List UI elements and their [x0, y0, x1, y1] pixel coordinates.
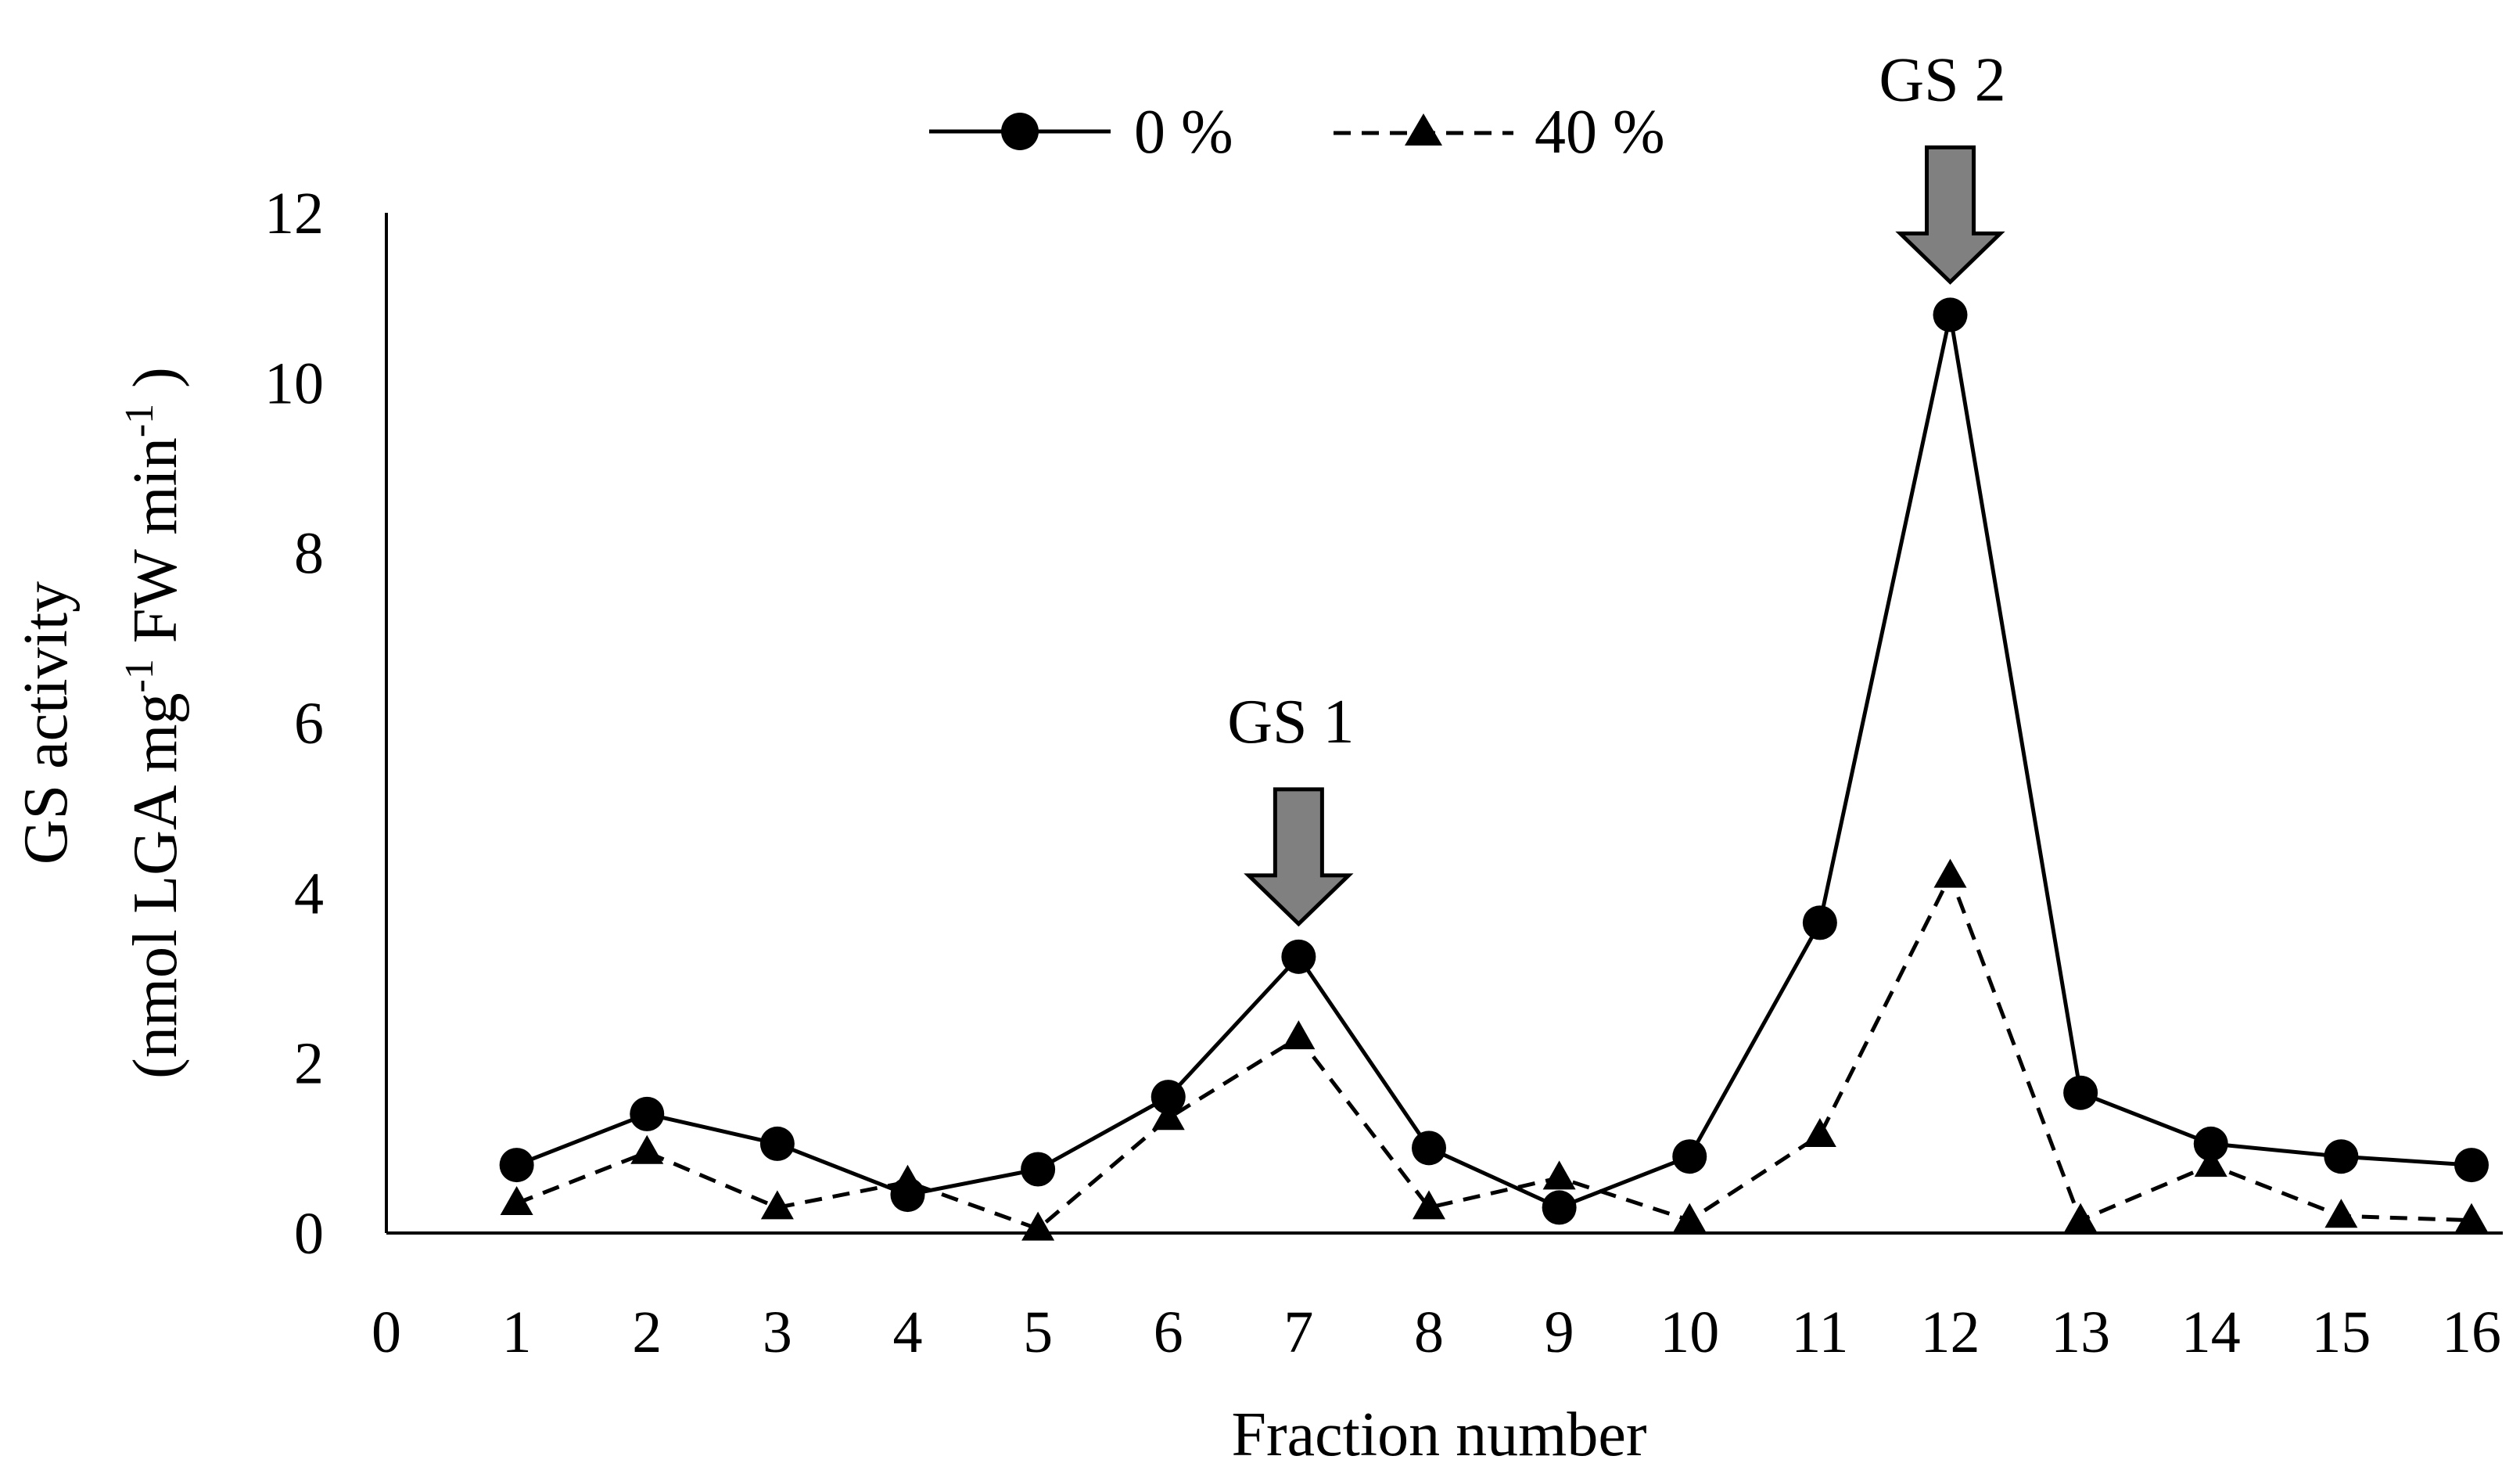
- data-point-circle: [1021, 1152, 1056, 1187]
- data-point-circle: [2193, 1126, 2228, 1161]
- data-point-circle: [2454, 1148, 2489, 1183]
- data-point-triangle: [500, 1185, 533, 1215]
- x-tick-label: 2: [632, 1300, 662, 1365]
- data-point-triangle: [2455, 1203, 2488, 1232]
- data-point-circle: [1412, 1131, 1446, 1166]
- data-point-triangle: [1542, 1160, 1576, 1190]
- data-point-circle: [499, 1148, 534, 1183]
- data-point-circle: [1151, 1080, 1186, 1115]
- data-point-circle: [1281, 939, 1316, 974]
- annotation-label-gs2: GS 2: [1879, 45, 2005, 114]
- data-point-triangle: [2324, 1199, 2358, 1228]
- data-point-circle: [1933, 297, 1968, 333]
- annotation-arrow-gs1: [1244, 787, 1354, 927]
- data-point-triangle: [1021, 1211, 1055, 1241]
- x-tick-label: 10: [1660, 1300, 1719, 1365]
- data-point-triangle: [1151, 1101, 1185, 1131]
- x-tick-label: 5: [1023, 1300, 1053, 1365]
- data-point-circle: [2324, 1139, 2359, 1174]
- data-point-triangle: [2194, 1148, 2227, 1177]
- y-tick-label: 12: [264, 181, 324, 246]
- x-tick-label: 4: [893, 1300, 923, 1365]
- y-axis-title: GS activity (nmol LGA mg-1 FW min-1 ): [12, 367, 190, 1079]
- annotation-arrow-gs2: [1895, 145, 2005, 285]
- data-point-triangle: [760, 1190, 794, 1220]
- x-tick-label: 8: [1414, 1300, 1444, 1365]
- x-tick-label: 7: [1283, 1300, 1313, 1365]
- x-tick-label: 15: [2311, 1300, 2371, 1365]
- y-axis-title-line1: GS activity: [12, 581, 81, 865]
- data-point-circle: [1672, 1139, 1707, 1174]
- legend-item-1: 40 %: [1334, 98, 1665, 167]
- data-point-triangle: [1413, 1190, 1445, 1220]
- y-tick-label: 0: [294, 1201, 324, 1267]
- x-tick-label: 11: [1791, 1300, 1848, 1365]
- legend-marker-circle: [1001, 113, 1039, 150]
- data-point-triangle: [2064, 1203, 2098, 1232]
- x-tick-label: 12: [1921, 1300, 1980, 1365]
- y-tick-label: 4: [294, 861, 324, 926]
- legend-label-1: 40 %: [1535, 98, 1665, 167]
- data-point-circle: [1542, 1190, 1577, 1225]
- x-tick-label: 14: [2181, 1300, 2241, 1365]
- annotations-layer: GS 1 GS 2: [1227, 45, 2006, 927]
- legend-item-0: 0 %: [929, 98, 1233, 167]
- data-point-triangle: [1803, 1118, 1836, 1148]
- y-tick-labels: 0 2 4 6 8 10 12: [264, 181, 324, 1267]
- x-tick-label: 6: [1154, 1300, 1183, 1365]
- legend: 0 % 40 %: [929, 98, 1665, 167]
- data-point-circle: [1802, 905, 1837, 940]
- y-tick-label: 8: [294, 521, 324, 587]
- y-tick-label: 10: [264, 351, 324, 416]
- x-tick-label: 3: [763, 1300, 792, 1365]
- x-tick-labels: 0 1 2 3 4 5 6 7 8 9 10 11 12 13 14 15 16: [372, 1300, 2501, 1365]
- series-line-1: [515, 874, 2472, 1231]
- data-point-circle: [759, 1126, 795, 1161]
- x-axis-title: Fraction number: [1232, 1400, 1647, 1469]
- data-point-triangle: [630, 1134, 664, 1164]
- annotation-label-gs1: GS 1: [1227, 688, 1354, 757]
- x-tick-label: 13: [2051, 1300, 2110, 1365]
- legend-marker-triangle: [1405, 113, 1442, 146]
- y-tick-label: 6: [294, 691, 324, 757]
- data-point-circle: [2063, 1075, 2098, 1110]
- data-point-triangle: [1933, 858, 1967, 888]
- data-point-triangle: [891, 1164, 924, 1194]
- x-tick-label: 1: [502, 1300, 532, 1365]
- y-tick-label: 2: [294, 1031, 324, 1097]
- y-axis-title-line2: (nmol LGA mg-1 FW min-1 ): [117, 367, 190, 1079]
- data-point-triangle: [1673, 1203, 1707, 1232]
- x-tick-label: 0: [372, 1300, 401, 1365]
- x-tick-label: 9: [1545, 1300, 1574, 1365]
- series-line-0: [515, 312, 2472, 1210]
- data-point-triangle: [1282, 1020, 1316, 1050]
- x-tick-label: 16: [2442, 1300, 2501, 1365]
- data-point-circle: [630, 1096, 665, 1131]
- series-layer: [499, 297, 2489, 1241]
- legend-label-0: 0 %: [1134, 98, 1233, 167]
